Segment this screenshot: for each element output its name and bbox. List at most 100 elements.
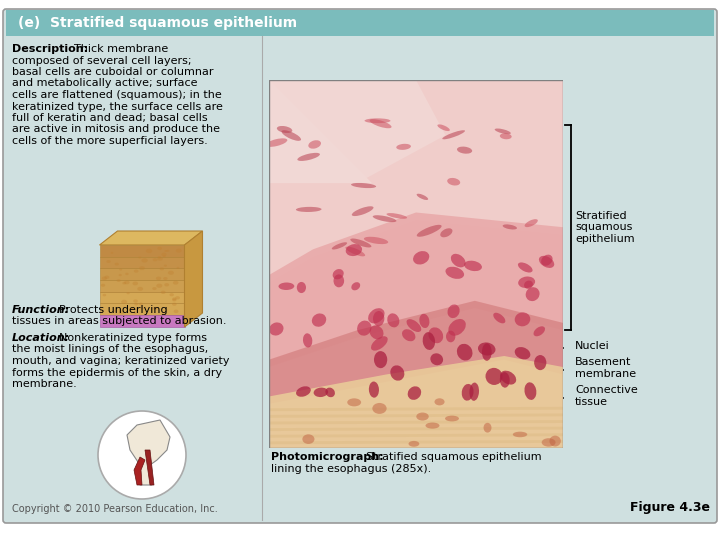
Ellipse shape — [333, 274, 344, 287]
Ellipse shape — [431, 353, 443, 365]
Ellipse shape — [160, 267, 164, 271]
Ellipse shape — [419, 314, 429, 328]
Ellipse shape — [279, 282, 294, 290]
Ellipse shape — [140, 307, 144, 309]
Ellipse shape — [101, 284, 105, 287]
Ellipse shape — [333, 269, 343, 279]
Ellipse shape — [541, 255, 552, 266]
Text: cells of the more superficial layers.: cells of the more superficial layers. — [12, 136, 208, 146]
Ellipse shape — [325, 388, 335, 397]
Ellipse shape — [446, 267, 464, 279]
Ellipse shape — [484, 423, 492, 433]
Ellipse shape — [541, 438, 556, 447]
Ellipse shape — [413, 251, 429, 265]
Ellipse shape — [141, 258, 148, 262]
Ellipse shape — [448, 305, 459, 318]
Ellipse shape — [282, 130, 301, 141]
Polygon shape — [127, 420, 170, 485]
Text: forms the epidermis of the skin, a dry: forms the epidermis of the skin, a dry — [12, 368, 222, 377]
Ellipse shape — [426, 422, 439, 429]
Polygon shape — [269, 440, 563, 444]
Ellipse shape — [447, 178, 460, 186]
Ellipse shape — [515, 312, 531, 326]
Ellipse shape — [127, 292, 130, 294]
Ellipse shape — [161, 291, 166, 294]
Text: Stratified squamous epithelium: Stratified squamous epithelium — [366, 452, 541, 462]
Polygon shape — [269, 301, 563, 404]
Bar — [6, 10, 714, 36]
Text: Location:: Location: — [12, 333, 70, 343]
Ellipse shape — [464, 261, 482, 271]
Ellipse shape — [102, 276, 107, 280]
Text: basal cells are cuboidal or columnar: basal cells are cuboidal or columnar — [12, 67, 214, 77]
Ellipse shape — [134, 269, 138, 273]
Polygon shape — [269, 212, 563, 367]
Ellipse shape — [308, 140, 321, 148]
Ellipse shape — [152, 287, 157, 290]
Bar — [99, 292, 184, 303]
Ellipse shape — [296, 386, 311, 397]
Ellipse shape — [297, 282, 306, 293]
Ellipse shape — [176, 248, 181, 253]
Ellipse shape — [124, 281, 130, 285]
Ellipse shape — [402, 329, 415, 341]
Ellipse shape — [312, 313, 326, 327]
Text: Protects underlying: Protects underlying — [59, 305, 168, 315]
Ellipse shape — [121, 300, 127, 304]
Ellipse shape — [303, 333, 312, 347]
Ellipse shape — [132, 281, 138, 285]
Ellipse shape — [369, 325, 384, 339]
Ellipse shape — [369, 119, 392, 128]
Ellipse shape — [169, 293, 174, 296]
Polygon shape — [145, 450, 154, 485]
Text: the moist linings of the esophagus,: the moist linings of the esophagus, — [12, 345, 208, 354]
Ellipse shape — [158, 256, 161, 258]
Ellipse shape — [524, 281, 533, 289]
Ellipse shape — [451, 254, 466, 267]
Polygon shape — [269, 80, 446, 183]
Text: Thick membrane: Thick membrane — [74, 44, 168, 54]
Ellipse shape — [119, 310, 125, 314]
Ellipse shape — [175, 296, 180, 300]
Ellipse shape — [478, 342, 495, 355]
Ellipse shape — [417, 225, 441, 237]
Ellipse shape — [122, 282, 126, 285]
Text: Copyright © 2010 Pearson Education, Inc.: Copyright © 2010 Pearson Education, Inc. — [12, 504, 217, 514]
Ellipse shape — [364, 118, 390, 123]
Ellipse shape — [457, 146, 472, 154]
Ellipse shape — [104, 275, 109, 279]
Ellipse shape — [153, 258, 158, 261]
Ellipse shape — [172, 298, 176, 300]
Ellipse shape — [347, 399, 361, 407]
Ellipse shape — [125, 273, 129, 275]
Ellipse shape — [102, 294, 107, 296]
Ellipse shape — [500, 133, 512, 139]
Ellipse shape — [346, 247, 365, 256]
Ellipse shape — [269, 322, 284, 335]
Ellipse shape — [111, 252, 113, 254]
Ellipse shape — [368, 308, 384, 323]
Ellipse shape — [166, 250, 169, 252]
Ellipse shape — [172, 299, 176, 301]
Ellipse shape — [364, 237, 388, 244]
Ellipse shape — [351, 183, 376, 188]
Bar — [99, 245, 184, 256]
Ellipse shape — [157, 247, 162, 250]
Ellipse shape — [434, 399, 444, 406]
Ellipse shape — [164, 283, 169, 287]
Text: Connective
tissue: Connective tissue — [575, 385, 638, 407]
Ellipse shape — [133, 299, 138, 302]
Ellipse shape — [526, 287, 539, 301]
Text: Figure 4.3e: Figure 4.3e — [630, 501, 710, 514]
Text: Nuclei: Nuclei — [575, 341, 610, 351]
Ellipse shape — [107, 260, 111, 263]
Ellipse shape — [135, 303, 138, 306]
Ellipse shape — [495, 129, 511, 134]
Ellipse shape — [387, 213, 407, 219]
Text: membrane.: membrane. — [12, 379, 77, 389]
Polygon shape — [269, 80, 563, 282]
Ellipse shape — [352, 206, 374, 216]
Polygon shape — [269, 80, 372, 183]
Ellipse shape — [482, 343, 492, 361]
Text: keratinized type, the surface cells are: keratinized type, the surface cells are — [12, 102, 223, 111]
